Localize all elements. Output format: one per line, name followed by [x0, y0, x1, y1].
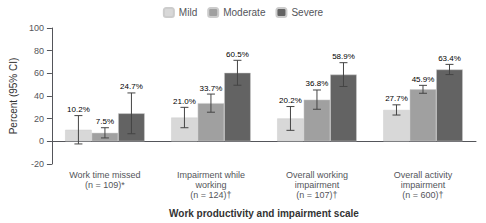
svg-text:24.7%: 24.7%: [120, 82, 143, 91]
svg-text:21.0%: 21.0%: [173, 97, 196, 106]
svg-text:33.7%: 33.7%: [200, 84, 223, 93]
svg-text:Impairment while: Impairment while: [177, 170, 245, 180]
svg-text:100: 100: [29, 23, 44, 33]
svg-text:36.8%: 36.8%: [306, 79, 329, 88]
svg-text:58.9%: 58.9%: [332, 52, 355, 61]
svg-text:Moderate: Moderate: [223, 7, 266, 18]
svg-text:impairment: impairment: [295, 180, 340, 190]
svg-text:Severe: Severe: [291, 7, 323, 18]
svg-text:Work productivity and impairme: Work productivity and impairment scale: [169, 208, 359, 219]
svg-text:60: 60: [34, 68, 44, 78]
svg-text:Mild: Mild: [179, 7, 197, 18]
svg-text:Overall working: Overall working: [286, 170, 348, 180]
svg-text:45.9%: 45.9%: [412, 75, 435, 84]
svg-text:80: 80: [34, 46, 44, 56]
svg-text:63.4%: 63.4%: [438, 54, 461, 63]
svg-text:working: working: [194, 180, 226, 190]
svg-text:impairment: impairment: [401, 180, 446, 190]
svg-text:Percent (95% CI): Percent (95% CI): [8, 58, 19, 135]
svg-text:40: 40: [34, 91, 44, 101]
svg-text:(n = 109)*: (n = 109)*: [85, 180, 125, 190]
svg-text:20.2%: 20.2%: [279, 96, 302, 105]
svg-text:Work time missed: Work time missed: [69, 170, 140, 180]
svg-text:60.5%: 60.5%: [226, 50, 249, 59]
svg-text:(n = 600)†: (n = 600)†: [402, 190, 443, 200]
svg-text:0: 0: [39, 136, 44, 146]
svg-text:27.7%: 27.7%: [385, 94, 408, 103]
svg-text:Overall activity: Overall activity: [394, 170, 453, 180]
svg-text:-20: -20: [31, 159, 44, 169]
svg-text:(n = 124)†: (n = 124)†: [190, 190, 231, 200]
svg-text:20: 20: [34, 114, 44, 124]
svg-text:10.2%: 10.2%: [67, 105, 90, 114]
svg-text:(n = 107)†: (n = 107)†: [296, 190, 337, 200]
svg-text:7.5%: 7.5%: [96, 117, 114, 126]
